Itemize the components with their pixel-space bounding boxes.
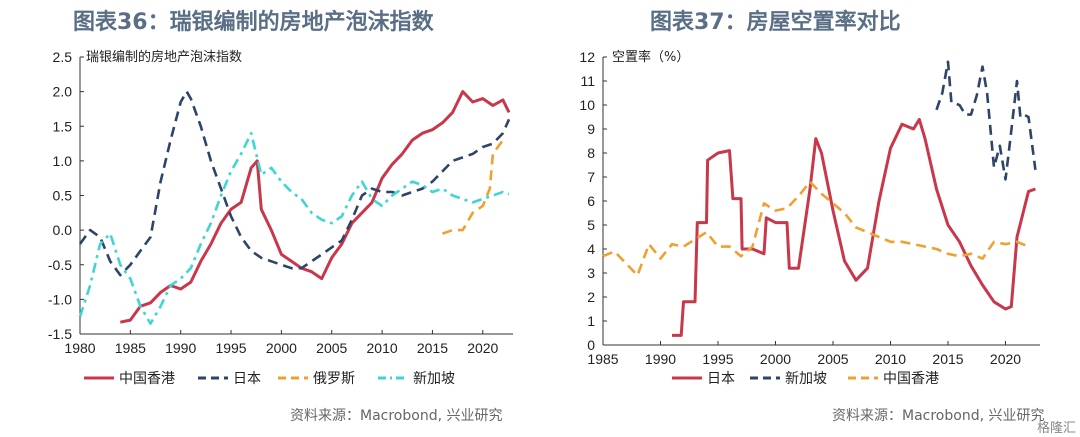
legend-label: 中国香港 [883,371,939,387]
x-tick-label: 2010 [875,351,906,367]
y-tick-label: 7 [587,169,595,185]
series-line [935,60,1037,181]
series-line [78,131,510,325]
series-line [602,180,1030,277]
x-tick-label: 2015 [932,351,963,367]
y-tick-label: -1.5 [48,326,72,342]
legend-label: 新加坡 [785,371,827,387]
y-tick-label: 1.5 [53,118,73,134]
y-tick-label: 1 [587,313,595,329]
x-tick-label: 2015 [417,340,448,356]
y-tick-label: 0 [587,337,595,353]
legend-label: 日本 [707,371,735,387]
y-tick-label: 0.5 [53,188,73,204]
x-tick-label: 2005 [817,351,848,367]
y-tick-label: 2.0 [53,84,73,100]
x-tick-label: 1985 [587,351,618,367]
y-tick-label: 10 [579,97,595,113]
y-tick-label: 4 [587,241,595,257]
y-tick-label: 6 [587,193,595,209]
watermark-logo: 格隆汇 [1037,420,1076,436]
y-tick-label: 8 [587,145,595,161]
y-tick-label: -1.0 [48,291,72,307]
y-tick-label: -0.5 [48,257,72,273]
panel-label: 空置率（%） [612,49,689,65]
series-line [119,90,511,324]
y-tick-label: 0.0 [53,222,73,238]
y-tick-label: 9 [587,121,595,137]
y-tick-label: 11 [580,73,595,89]
left-chart-title: 图表36：瑞银编制的房地产泡沫指数 [73,10,434,35]
x-tick-label: 2000 [760,351,791,367]
x-tick-label: 1990 [165,340,196,356]
y-tick-label: 3 [587,265,595,281]
x-tick-label: 2005 [316,340,347,356]
legend-label: 新加坡 [413,371,455,387]
x-tick-label: 1990 [645,351,676,367]
legend-label: 俄罗斯 [313,371,355,387]
legend-label: 日本 [233,371,261,387]
y-tick-label: 12 [579,49,595,65]
right-source-note: 资料来源：Macrobond, 兴业研究 [832,408,1045,424]
x-tick-label: 1980 [64,340,95,356]
right-chart-title: 图表37：房屋空置率对比 [650,10,901,35]
x-tick-label: 1995 [702,351,733,367]
left-source-note: 资料来源：Macrobond, 兴业研究 [290,408,503,424]
legend-label: 中国香港 [119,371,175,387]
y-tick-label: 5 [587,217,595,233]
x-tick-label: 2020 [467,340,498,356]
x-tick-label: 2010 [367,340,398,356]
x-tick-label: 1985 [115,340,146,356]
series-line [78,90,511,277]
y-tick-label: 2 [587,289,595,305]
panel-label: 瑞银编制的房地产泡沫指数 [86,49,242,65]
x-tick-label: 1995 [215,340,246,356]
series-line [672,117,1036,337]
y-tick-label: 2.5 [53,49,73,65]
x-tick-label: 2000 [266,340,297,356]
y-tick-label: 1.0 [53,153,73,169]
x-tick-label: 2020 [990,351,1021,367]
series-line [442,139,504,235]
